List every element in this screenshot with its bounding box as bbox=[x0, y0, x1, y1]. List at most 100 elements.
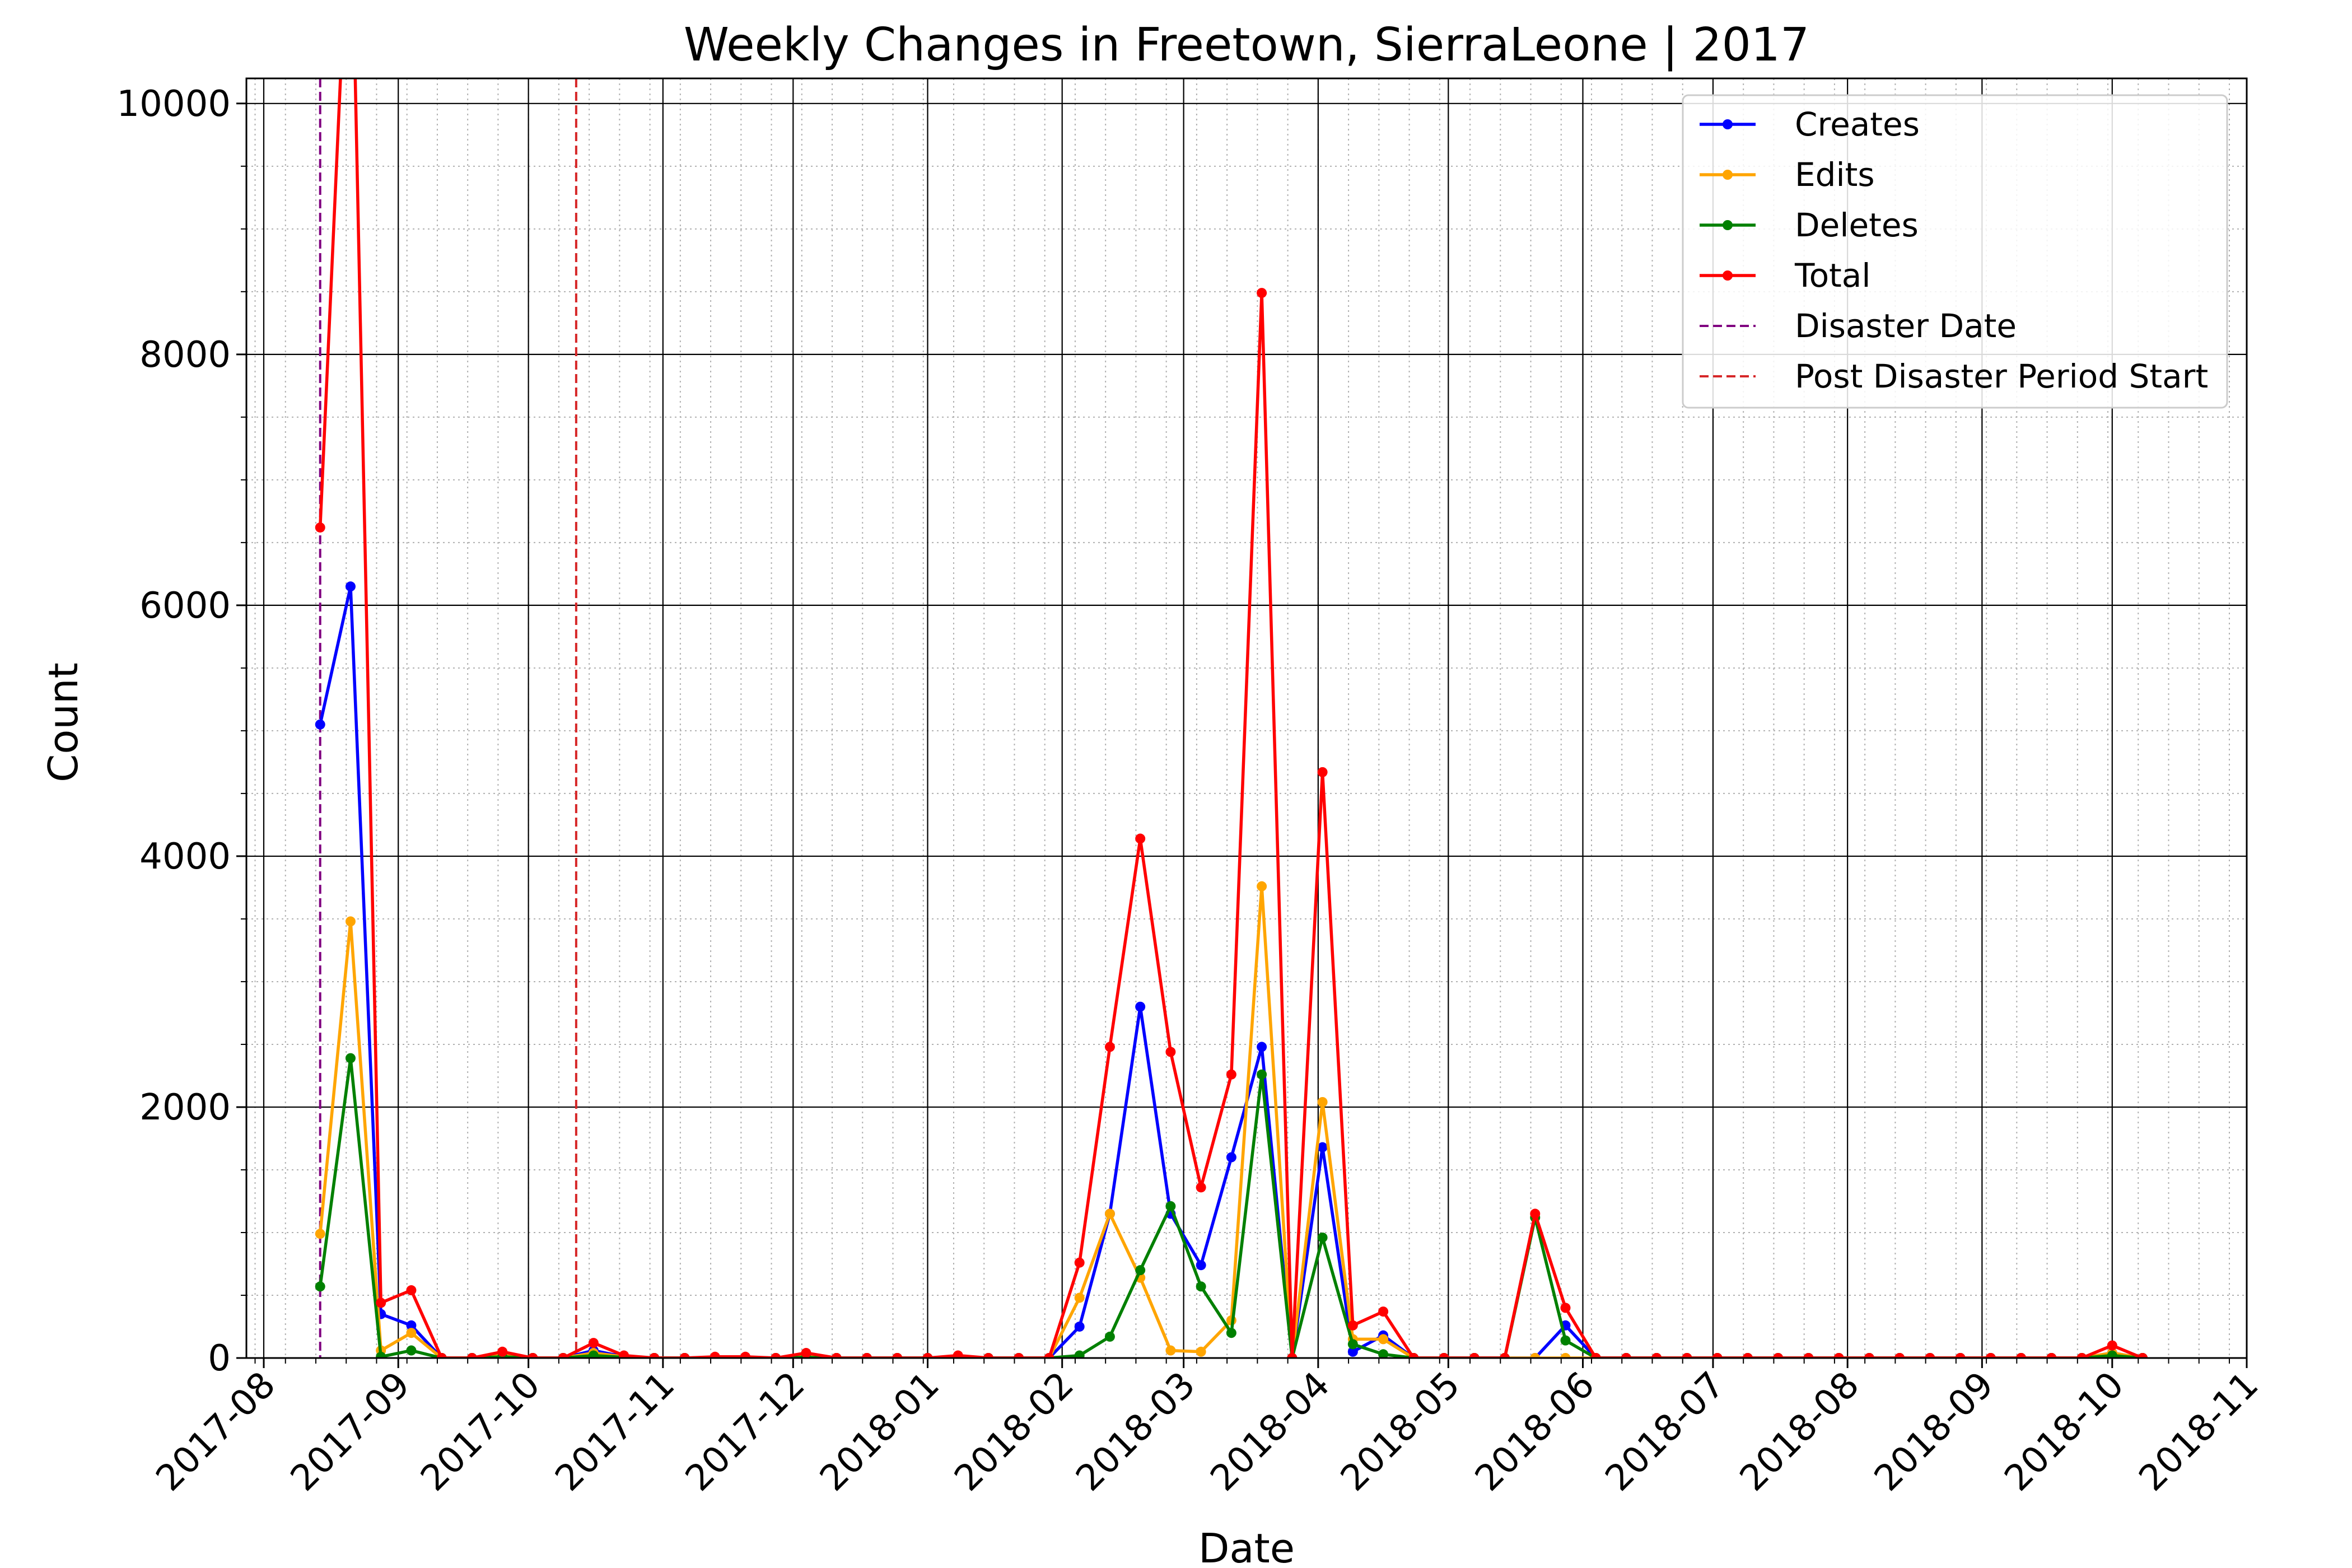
x-tick-label: 2018-02 bbox=[947, 1364, 1082, 1499]
data-point bbox=[406, 1328, 417, 1338]
data-point bbox=[345, 1053, 356, 1063]
data-point bbox=[1074, 1257, 1085, 1268]
data-point bbox=[1226, 1069, 1236, 1080]
series-lines bbox=[315, 78, 2148, 1358]
data-point bbox=[740, 1351, 751, 1358]
data-point bbox=[1500, 1353, 1510, 1358]
data-point bbox=[1135, 1001, 1146, 1012]
data-point bbox=[619, 1350, 629, 1358]
data-point bbox=[376, 1298, 386, 1308]
data-point bbox=[1378, 1349, 1389, 1358]
legend: Creates Edits Deletes Total Disaster Date Pos… bbox=[1682, 94, 2228, 409]
series-line bbox=[318, 884, 2143, 1358]
y-tick-label: 6000 bbox=[139, 585, 231, 627]
data-point bbox=[406, 1345, 417, 1356]
x-tick-label: 2017-08 bbox=[148, 1364, 283, 1499]
x-axis-title: Date bbox=[1198, 1525, 1295, 1568]
data-point bbox=[1074, 1350, 1085, 1358]
data-point bbox=[1955, 1353, 1966, 1358]
series-group bbox=[315, 78, 2148, 1358]
x-tick-label: 2018-11 bbox=[2131, 1364, 2266, 1499]
data-point bbox=[922, 1353, 933, 1358]
data-point bbox=[436, 1353, 447, 1358]
data-point bbox=[710, 1351, 720, 1358]
data-point bbox=[1347, 1339, 1358, 1350]
data-point bbox=[1165, 1047, 1176, 1057]
data-point bbox=[1742, 1353, 1753, 1358]
data-point bbox=[1165, 1345, 1176, 1356]
data-point bbox=[1257, 288, 1267, 298]
x-tick-label: 2018-10 bbox=[1997, 1364, 2132, 1499]
legend-label: Disaster Date bbox=[1795, 307, 2017, 345]
data-point bbox=[1226, 1328, 1236, 1338]
chart-title: Weekly Changes in Freetown, SierraLeone … bbox=[684, 18, 1809, 72]
data-point bbox=[1682, 1353, 1692, 1358]
x-tick-label: 2018-07 bbox=[1598, 1364, 1733, 1499]
data-point bbox=[345, 581, 356, 592]
data-point bbox=[376, 1351, 386, 1358]
data-point bbox=[315, 1229, 325, 1239]
data-point bbox=[315, 522, 325, 533]
data-point bbox=[892, 1353, 903, 1358]
data-point bbox=[771, 1353, 781, 1358]
data-point bbox=[1530, 1208, 1541, 1219]
data-point bbox=[1104, 1208, 1115, 1219]
data-point bbox=[1925, 1353, 1935, 1358]
data-point bbox=[1196, 1260, 1206, 1271]
x-tick-label: 2017-09 bbox=[283, 1364, 418, 1499]
legend-label: Post Disaster Period Start bbox=[1795, 357, 2208, 395]
data-point bbox=[1317, 1097, 1328, 1107]
series-line bbox=[319, 585, 2143, 1358]
data-point bbox=[1347, 1346, 1358, 1357]
data-point bbox=[1104, 1042, 1115, 1052]
data-point bbox=[1074, 1292, 1085, 1303]
data-point bbox=[983, 1353, 993, 1358]
data-point bbox=[1378, 1334, 1389, 1345]
data-point bbox=[1196, 1281, 1206, 1292]
data-point bbox=[588, 1350, 599, 1358]
data-point bbox=[406, 1285, 417, 1296]
data-point bbox=[497, 1346, 508, 1357]
legend-label: Edits bbox=[1795, 156, 1875, 194]
x-tick-label: 2018-04 bbox=[1203, 1364, 1338, 1499]
series-group bbox=[315, 881, 2148, 1358]
y-tick-label: 10000 bbox=[116, 83, 231, 125]
data-point bbox=[315, 719, 325, 730]
data-point bbox=[2076, 1353, 2087, 1358]
y-axis-title: Count bbox=[40, 662, 87, 782]
data-point bbox=[315, 1281, 325, 1292]
data-point bbox=[1621, 1353, 1631, 1358]
y-tick-label: 0 bbox=[208, 1338, 231, 1379]
data-point bbox=[1135, 833, 1146, 844]
data-point bbox=[1651, 1353, 1662, 1358]
data-point bbox=[679, 1353, 690, 1358]
data-point bbox=[1317, 767, 1328, 777]
data-point bbox=[1226, 1152, 1236, 1163]
data-point bbox=[1014, 1353, 1024, 1358]
data-point bbox=[2016, 1353, 2027, 1358]
data-point bbox=[1165, 1201, 1176, 1211]
data-point bbox=[2107, 1350, 2117, 1358]
data-point bbox=[1864, 1353, 1874, 1358]
data-point bbox=[1560, 1335, 1571, 1346]
x-tick-label: 2018-01 bbox=[812, 1364, 947, 1499]
data-point bbox=[1257, 1069, 1267, 1080]
y-tick-label: 8000 bbox=[139, 334, 231, 376]
plot-frame bbox=[245, 77, 2248, 1359]
legend-box bbox=[1682, 94, 2228, 409]
data-point bbox=[953, 1350, 963, 1358]
data-point bbox=[406, 1320, 417, 1331]
data-point bbox=[1590, 1353, 1601, 1358]
x-tick-label: 2018-05 bbox=[1333, 1364, 1468, 1499]
data-point bbox=[1196, 1346, 1206, 1357]
data-point bbox=[558, 1353, 568, 1358]
data-point bbox=[1985, 1353, 1996, 1358]
data-point bbox=[649, 1353, 660, 1358]
data-point bbox=[1803, 1353, 1814, 1358]
data-point bbox=[1773, 1353, 1784, 1358]
x-tick-label: 2018-06 bbox=[1467, 1364, 1602, 1499]
data-point bbox=[1378, 1306, 1389, 1317]
legend-marker bbox=[1723, 270, 1733, 281]
legend-marker bbox=[1723, 119, 1733, 129]
